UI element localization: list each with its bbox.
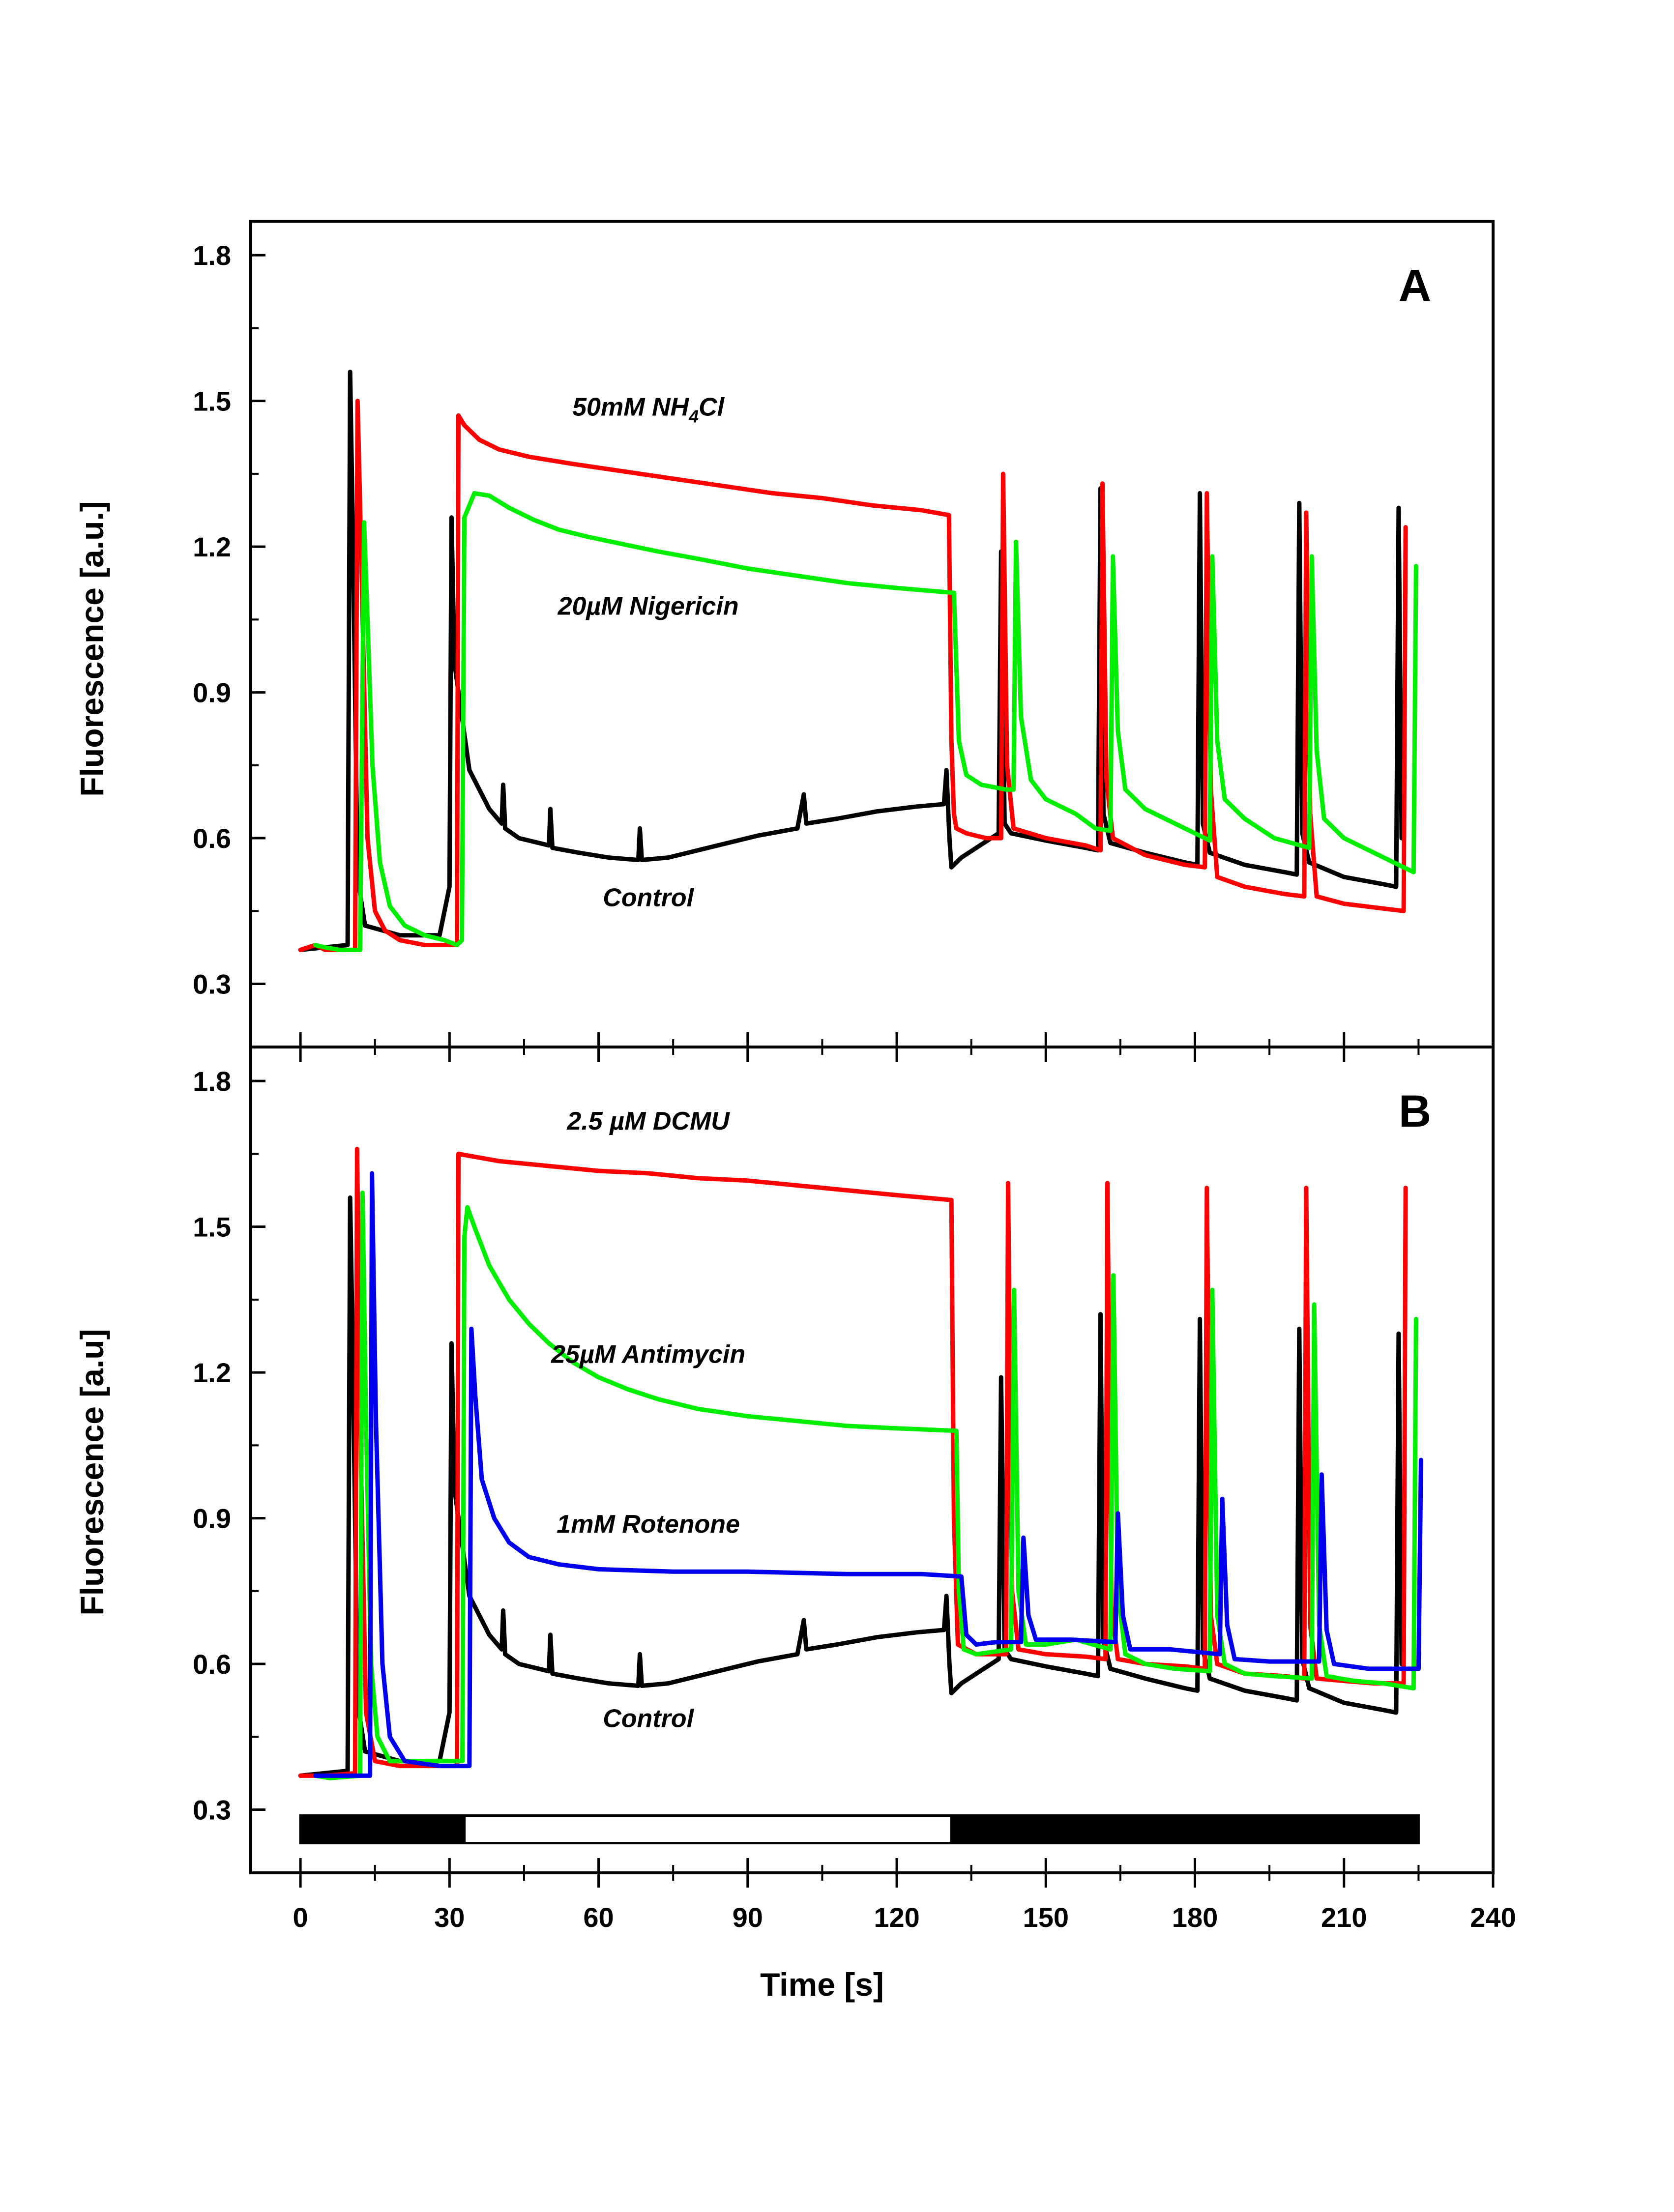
panel-b-letter: B xyxy=(1399,1086,1431,1136)
trace-annotation: 25µM Antimycin xyxy=(551,1340,745,1368)
y-tick-label: 0.9 xyxy=(193,677,231,708)
trace-annotation: 1mM Rotenone xyxy=(557,1510,740,1539)
series-line xyxy=(313,1191,1418,1780)
panel-a-x-ticks xyxy=(299,1032,1495,1062)
trace-annotation: 20µM Nigericin xyxy=(558,592,739,620)
panel-a-letter: A xyxy=(1399,261,1431,311)
trace-annotation: 50mM NH4Cl xyxy=(572,393,725,426)
y-tick-label: 1.5 xyxy=(193,386,231,417)
trace-annotation: 2.5 µM DCMU xyxy=(566,1107,730,1135)
x-tick-label: 150 xyxy=(1023,1902,1069,1933)
series-line xyxy=(298,399,1408,952)
x-tick-label: 240 xyxy=(1470,1902,1516,1933)
y-tick-label: 0.3 xyxy=(193,969,231,1000)
x-tick-label: 60 xyxy=(583,1902,614,1933)
dark-period-bar xyxy=(299,1814,466,1845)
y-tick-label: 1.2 xyxy=(193,1357,231,1388)
panel-b-y-axis-title: Fluorescence [a.u] xyxy=(74,1329,110,1615)
x-axis-title: Time [s] xyxy=(760,1966,884,2003)
y-tick-label: 0.9 xyxy=(193,1503,231,1534)
series-line xyxy=(298,369,1404,952)
y-tick-label: 0.6 xyxy=(193,823,231,854)
y-tick-label: 0.3 xyxy=(193,1795,231,1826)
panel-a-y-axis: 0.3 0.6 0.9 1.2 1.5 1.8 xyxy=(193,240,265,1000)
y-tick-label: 0.6 xyxy=(193,1649,231,1680)
light-dark-bar xyxy=(299,1814,1420,1845)
panel-b-y-axis: 0.3 0.6 0.9 1.2 1.5 1.8 xyxy=(193,1066,265,1826)
trace-annotation: Control xyxy=(603,1705,694,1733)
x-tick-label: 210 xyxy=(1321,1902,1367,1933)
trace-annotation: Control xyxy=(603,883,694,912)
x-tick-label: 30 xyxy=(434,1902,465,1933)
x-tick-label: 120 xyxy=(874,1902,919,1933)
series-line xyxy=(313,491,1418,952)
light-period-bar xyxy=(463,1814,953,1845)
panel-a-annotations: 50mM NH4Cl 20µM Nigericin Control xyxy=(558,393,739,912)
series-line xyxy=(298,1195,1404,1778)
x-tick-label: 90 xyxy=(733,1902,763,1933)
panel-b: 2.5 µM DCMU 25µM Antimycin 1mM Rotenone Con… xyxy=(74,1066,1516,2003)
x-tick-label: 180 xyxy=(1172,1902,1218,1933)
y-tick-label: 1.5 xyxy=(193,1212,231,1243)
panel-b-traces xyxy=(298,1147,1423,1780)
series-line xyxy=(313,1171,1423,1778)
panel-b-frame xyxy=(249,1046,1495,1874)
panel-a-y-axis-title: Fluorescence [a.u.] xyxy=(74,501,110,797)
y-tick-label: 1.2 xyxy=(193,531,231,562)
dark-period-bar xyxy=(950,1814,1420,1845)
panel-b-annotations: 2.5 µM DCMU 25µM Antimycin 1mM Rotenone Con… xyxy=(551,1107,745,1733)
y-tick-label: 1.8 xyxy=(193,240,231,271)
y-tick-label: 1.8 xyxy=(193,1066,231,1097)
x-tick-label: 0 xyxy=(293,1902,308,1933)
panel-a-traces xyxy=(298,369,1418,952)
